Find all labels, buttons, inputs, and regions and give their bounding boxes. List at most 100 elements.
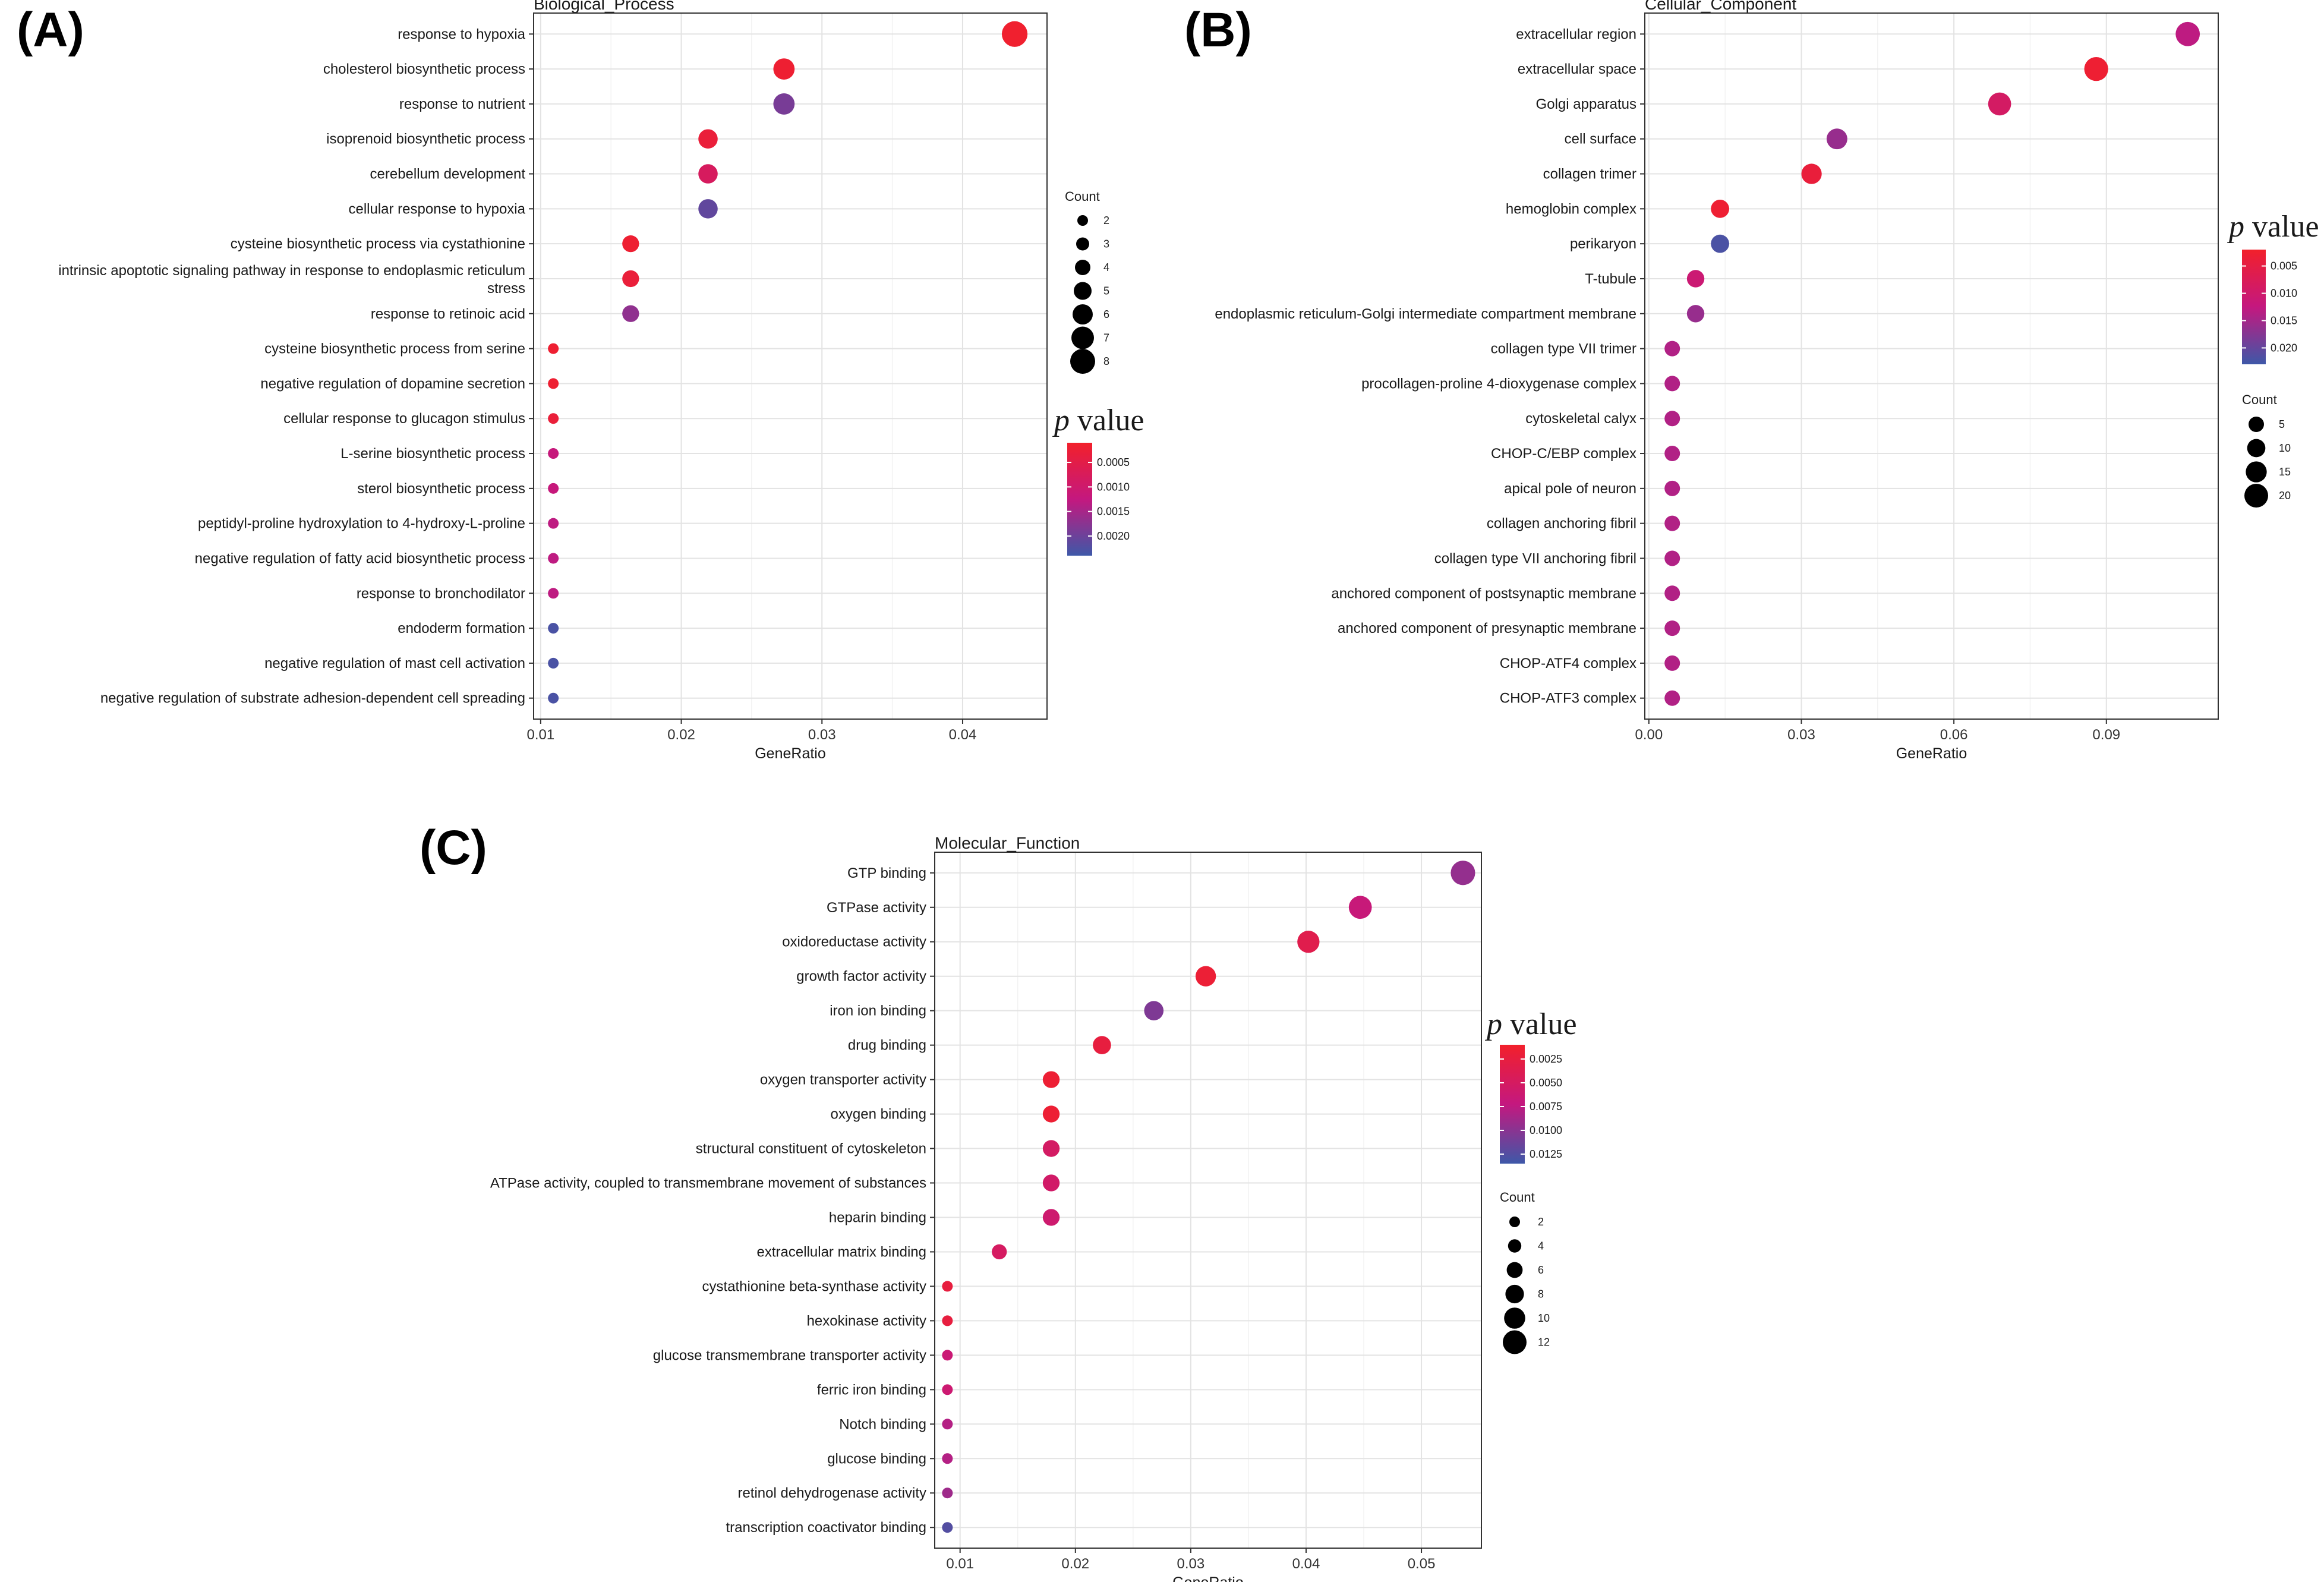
x-axis-title: GeneRatio	[1172, 1574, 1244, 1582]
category-label: extracellular region	[1516, 26, 1636, 42]
count-legend-dot	[1074, 282, 1092, 300]
count-legend-dot	[2249, 417, 2264, 432]
count-legend-dot	[1509, 1217, 1520, 1227]
data-point	[942, 1419, 953, 1430]
colorbar-tick-label: 0.0050	[1530, 1077, 1562, 1089]
category-label: CHOP-ATF4 complex	[1500, 656, 1636, 672]
category-label: anchored component of presynaptic membra…	[1338, 620, 1636, 636]
data-point	[548, 553, 559, 564]
category-label: CHOP-C/EBP complex	[1491, 446, 1636, 462]
category-label: response to bronchodilator	[357, 585, 525, 601]
category-label: stress	[487, 281, 525, 297]
category-label: perikaryon	[1570, 236, 1636, 252]
category-label: cerebellum development	[370, 166, 526, 182]
category-label: ferric iron binding	[817, 1382, 926, 1398]
data-point	[548, 448, 559, 459]
pvalue-legend-title-p: p	[2227, 210, 2244, 244]
data-point	[773, 58, 795, 80]
data-point	[1348, 896, 1372, 919]
category-label: ATPase activity, coupled to transmembran…	[490, 1176, 926, 1192]
colorbar-tick-label: 0.0125	[1530, 1148, 1562, 1160]
category-label: cytoskeletal calyx	[1525, 411, 1636, 427]
data-point	[548, 518, 559, 529]
category-label: negative regulation of dopamine secretio…	[260, 376, 525, 392]
data-point	[548, 343, 559, 354]
count-legend-dot	[1073, 304, 1093, 324]
data-point	[942, 1488, 953, 1499]
data-point	[1826, 128, 1847, 150]
category-label: cystathionine beta-synthase activity	[702, 1278, 926, 1294]
category-label: negative regulation of mast cell activat…	[264, 656, 525, 672]
panel-cellular-component: (B) Cellular_Component extracellular regio…	[1184, 0, 2319, 762]
category-label: extracellular space	[1518, 61, 1636, 77]
category-label: GTPase activity	[827, 900, 926, 916]
category-label: response to nutrient	[399, 96, 525, 112]
plot-frame	[1644, 12, 2219, 720]
count-legend-label: 2	[1538, 1216, 1544, 1228]
pvalue-colorbar	[1500, 1045, 1525, 1164]
category-label: CHOP-ATF3 complex	[1500, 691, 1636, 707]
colorbar-tick-label: 0.0025	[1530, 1053, 1562, 1065]
data-point	[1144, 1001, 1164, 1020]
count-legend-dot	[1504, 1307, 1525, 1329]
x-tick-label: 0.09	[2092, 727, 2120, 743]
data-point	[1042, 1071, 1060, 1088]
data-point	[942, 1453, 953, 1464]
category-label: iron ion binding	[830, 1003, 926, 1019]
count-legend-dot	[1077, 215, 1088, 226]
category-label: retinol dehydrogenase activity	[737, 1485, 926, 1501]
data-point	[1801, 163, 1822, 184]
count-legend-label: 5	[1103, 285, 1109, 297]
x-tick-label: 0.02	[1061, 1556, 1089, 1572]
data-point	[1711, 199, 1729, 218]
count-legend-dot	[2244, 484, 2268, 508]
count-legend-label: 20	[2279, 490, 2291, 502]
count-legend-title: Count	[1065, 189, 1100, 204]
data-point	[698, 164, 718, 184]
category-label: oxygen binding	[831, 1107, 926, 1123]
data-point	[548, 588, 559, 599]
category-label: collagen anchoring fibril	[1487, 516, 1636, 532]
count-legend-label: 3	[1103, 238, 1109, 250]
count-legend-label: 8	[1103, 355, 1109, 367]
colorbar-tick-label: 0.010	[2271, 288, 2297, 300]
data-point	[622, 305, 639, 322]
count-legend-dot	[1071, 326, 1094, 349]
category-label: growth factor activity	[796, 969, 926, 985]
category-label: oxygen transporter activity	[760, 1072, 926, 1088]
data-point	[1664, 620, 1680, 636]
category-label: endoplasmic reticulum-Golgi intermediate…	[1215, 306, 1636, 322]
data-point	[942, 1281, 953, 1292]
pvalue-colorbar	[1067, 443, 1092, 556]
colorbar-tick-label: 0.005	[2271, 260, 2297, 272]
count-legend-dot	[1076, 237, 1089, 251]
category-label: cellular response to hypoxia	[348, 201, 525, 217]
count-legend-label: 4	[1538, 1240, 1544, 1252]
colorbar-tick-label: 0.0075	[1530, 1101, 1562, 1113]
data-point	[1664, 655, 1680, 671]
chart-title: Cellular_Component	[1645, 0, 1796, 13]
count-legend-label: 10	[1538, 1312, 1550, 1324]
colorbar-tick-label: 0.0100	[1530, 1124, 1562, 1136]
data-point	[548, 413, 559, 424]
data-point	[1042, 1209, 1060, 1226]
category-label: glucose transmembrane transporter activi…	[653, 1347, 926, 1363]
category-label: endoderm formation	[398, 620, 525, 636]
panel-label: (C)	[420, 821, 487, 875]
data-point	[1664, 480, 1680, 496]
category-label: apical pole of neuron	[1504, 481, 1636, 497]
category-label: L-serine biosynthetic process	[340, 446, 525, 462]
category-label: cysteine biosynthetic process via cystat…	[231, 236, 525, 252]
count-legend-label: 6	[1103, 308, 1109, 320]
count-legend-dot	[1508, 1239, 1522, 1253]
data-point	[548, 657, 559, 669]
count-legend-label: 7	[1103, 332, 1109, 344]
count-legend-dot	[1505, 1284, 1524, 1304]
colorbar-tick-label: 0.015	[2271, 314, 2297, 326]
category-label: hexokinase activity	[807, 1313, 926, 1329]
count-legend-title: Count	[2242, 392, 2277, 407]
category-label: cellular response to glucagon stimulus	[283, 411, 525, 427]
category-label: anchored component of postsynaptic membr…	[1331, 585, 1636, 601]
colorbar-tick-label: 0.0005	[1097, 456, 1130, 468]
count-legend-label: 12	[1538, 1337, 1550, 1348]
